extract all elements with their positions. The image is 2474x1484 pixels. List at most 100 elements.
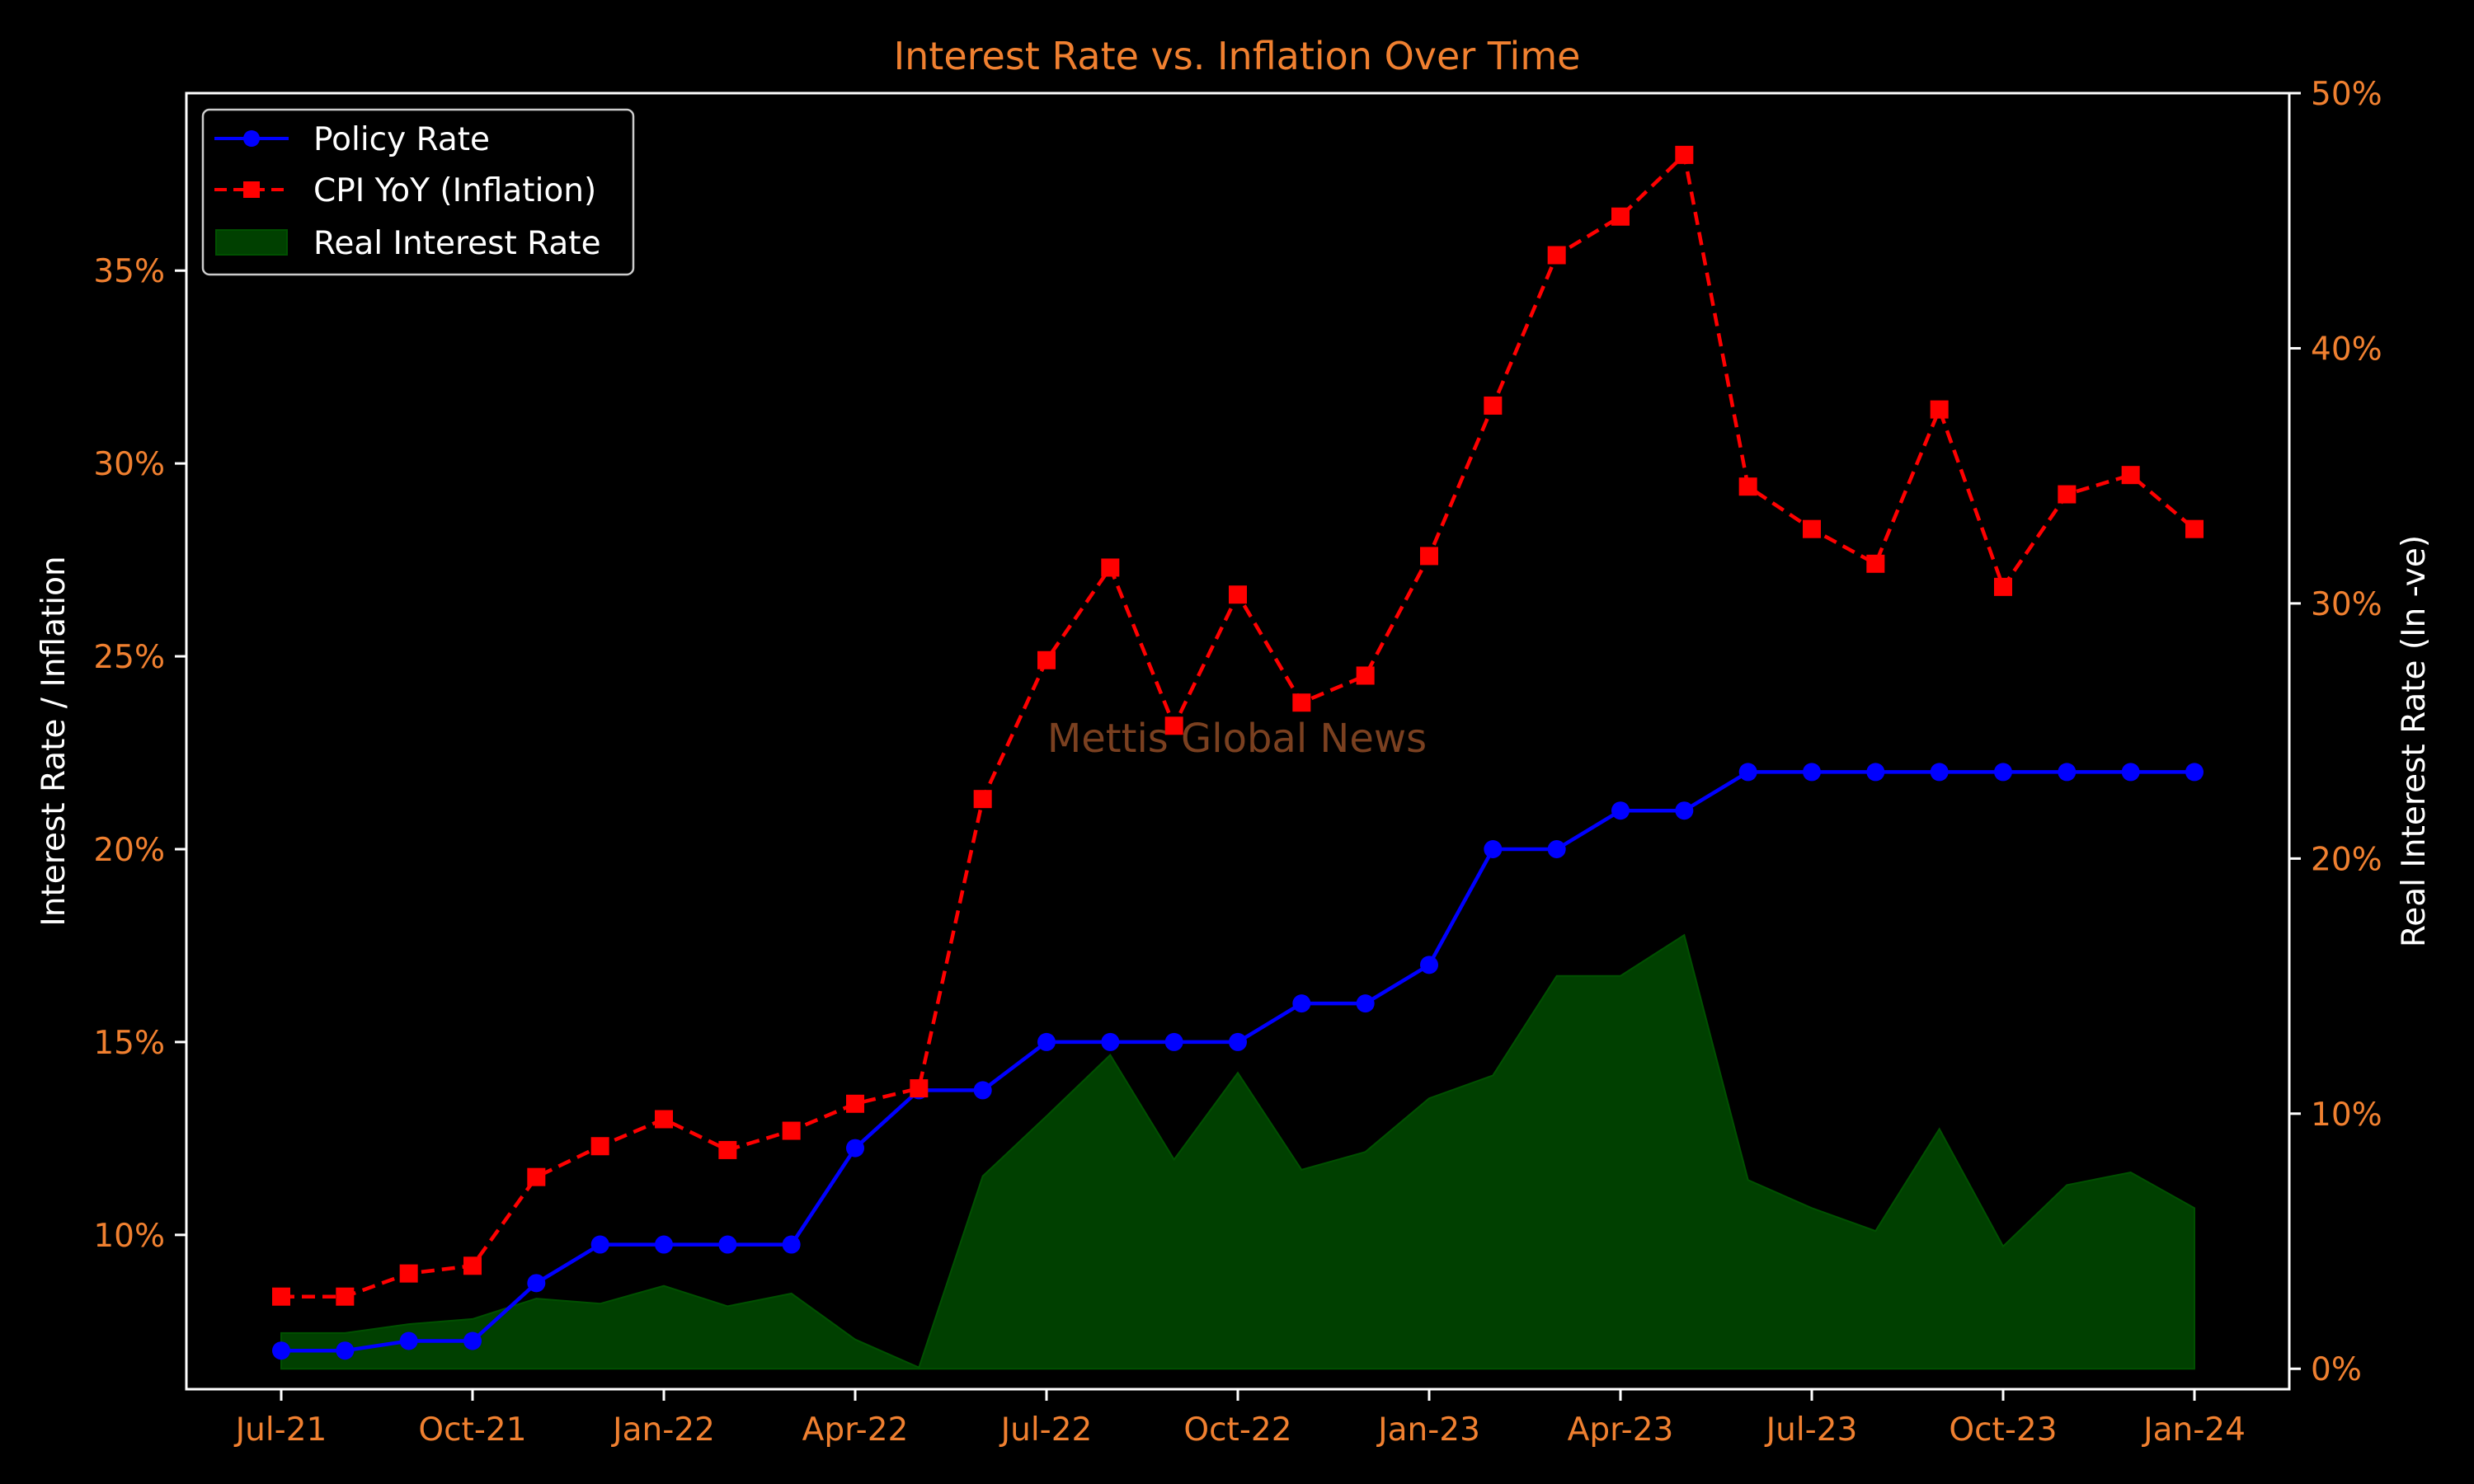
cpi-inflation-point [463, 1256, 482, 1275]
x-tick-label: Oct-21 [418, 1411, 526, 1449]
cpi-inflation-point [1164, 716, 1183, 735]
cpi-inflation-point [272, 1287, 290, 1306]
policy-rate-point [782, 1235, 801, 1254]
policy-rate-point [1866, 763, 1885, 782]
policy-rate-point [336, 1341, 355, 1360]
y-axis-right-title: Real Interest Rate (In -ve) [2396, 535, 2433, 947]
y-axis-right: 0% 10% 20% 30% 40% 50% [2289, 76, 2382, 1388]
policy-rate-point [1229, 1032, 1247, 1051]
cpi-inflation-point [1420, 547, 1438, 566]
cpi-inflation-point [399, 1264, 418, 1283]
legend-policy-marker [243, 130, 260, 147]
x-tick-label: Jan-22 [610, 1411, 715, 1449]
x-axis: Jul-21 Oct-21 Jan-22 Apr-22 Jul-22 Oct-22 Jan-… [233, 1389, 2246, 1449]
y-left-tick-label: 10% [93, 1218, 165, 1255]
cpi-inflation-point [655, 1110, 673, 1129]
legend-cpi-marker [243, 181, 260, 198]
policy-rate-point [1738, 763, 1757, 782]
y-right-tick-label: 30% [2311, 586, 2382, 623]
cpi-inflation-point [1738, 477, 1757, 496]
cpi-inflation-point [1229, 585, 1247, 604]
y-right-tick-label: 40% [2311, 331, 2382, 368]
y-right-tick-label: 0% [2311, 1351, 2362, 1388]
cpi-inflation-point [1356, 666, 1375, 685]
policy-rate-point [655, 1235, 673, 1254]
x-tick-label: Jul-22 [999, 1411, 1093, 1449]
policy-rate-point [1547, 840, 1566, 858]
legend-cpi-label: CPI YoY (Inflation) [313, 172, 596, 209]
cpi-inflation-point [973, 790, 992, 809]
policy-rate-point [1930, 763, 1949, 782]
policy-rate-point [1356, 994, 1375, 1013]
y-axis-left-title: Interest Rate / Inflation [35, 556, 73, 926]
cpi-inflation-point [2058, 485, 2077, 504]
cpi-inflation-point [590, 1137, 609, 1156]
cpi-inflation-point [336, 1287, 355, 1306]
cpi-inflation-point [846, 1094, 864, 1113]
legend-real-swatch [215, 229, 288, 256]
y-left-tick-label: 15% [93, 1025, 165, 1062]
x-tick-label: Jan-24 [2141, 1411, 2246, 1449]
cpi-inflation-point [1866, 554, 1885, 573]
policy-rate-point [1994, 763, 2012, 782]
x-tick-label: Jul-23 [1764, 1411, 1858, 1449]
policy-rate-point [2185, 763, 2204, 782]
y-right-tick-label: 20% [2311, 841, 2382, 878]
legend: Policy Rate CPI YoY (Inflation) Real Int… [201, 108, 635, 276]
y-left-tick-label: 30% [93, 446, 165, 483]
cpi-inflation-point [1484, 396, 1503, 415]
cpi-inflation-point [527, 1167, 546, 1186]
policy-rate-point [1101, 1032, 1120, 1051]
cpi-inflation-point [782, 1121, 801, 1140]
policy-rate-point [272, 1341, 290, 1360]
watermark-text: Mettis Global News [1047, 716, 1427, 762]
legend-policy-label: Policy Rate [313, 121, 490, 158]
cpi-inflation-point [1675, 145, 1694, 164]
policy-rate-point [1484, 840, 1503, 858]
legend-real-label: Real Interest Rate [313, 225, 601, 262]
cpi-inflation-point [718, 1140, 737, 1159]
cpi-inflation-point [1101, 558, 1120, 577]
x-tick-label: Jul-21 [233, 1411, 327, 1449]
cpi-inflation-point [1803, 519, 1821, 538]
policy-rate-point [463, 1331, 482, 1350]
policy-rate-point [1611, 801, 1630, 820]
x-tick-label: Oct-23 [1949, 1411, 2057, 1449]
policy-rate-point [527, 1274, 546, 1293]
y-right-tick-label: 50% [2311, 76, 2382, 113]
policy-rate-point [718, 1235, 737, 1254]
y-left-tick-label: 35% [93, 253, 165, 290]
policy-rate-point [973, 1081, 992, 1100]
cpi-inflation-point [1037, 650, 1056, 669]
policy-rate-point [1164, 1032, 1183, 1051]
cpi-inflation-point [910, 1079, 929, 1098]
policy-rate-point [1803, 763, 1821, 782]
policy-rate-point [1292, 994, 1311, 1013]
legend-box [201, 108, 635, 276]
y-axis-left: 10% 15% 20% 25% 30% 35% [93, 253, 186, 1255]
policy-rate-point [1037, 1032, 1056, 1051]
cpi-inflation-point [1611, 207, 1630, 226]
policy-rate-point [846, 1139, 864, 1158]
y-right-tick-label: 10% [2311, 1097, 2382, 1134]
cpi-inflation-point [1994, 577, 2012, 596]
real-interest-rate-area [280, 933, 2195, 1370]
markers-layer [272, 145, 2204, 1360]
policy-rate-point [399, 1331, 418, 1350]
policy-rate-point [1675, 801, 1694, 820]
policy-rate-point [590, 1235, 609, 1254]
x-tick-label: Oct-22 [1183, 1411, 1291, 1449]
policy-rate-point [2058, 763, 2077, 782]
x-tick-label: Apr-22 [802, 1411, 909, 1449]
cpi-inflation-point [2121, 466, 2140, 485]
policy-rate-point [2121, 763, 2140, 782]
cpi-inflation-point [2185, 519, 2204, 538]
cpi-inflation-point [1930, 400, 1949, 419]
policy-rate-point [1420, 956, 1438, 974]
x-tick-label: Jan-23 [1376, 1411, 1480, 1449]
cpi-inflation-point [1292, 693, 1311, 712]
area-layer [280, 933, 2195, 1370]
y-left-tick-label: 25% [93, 639, 165, 676]
